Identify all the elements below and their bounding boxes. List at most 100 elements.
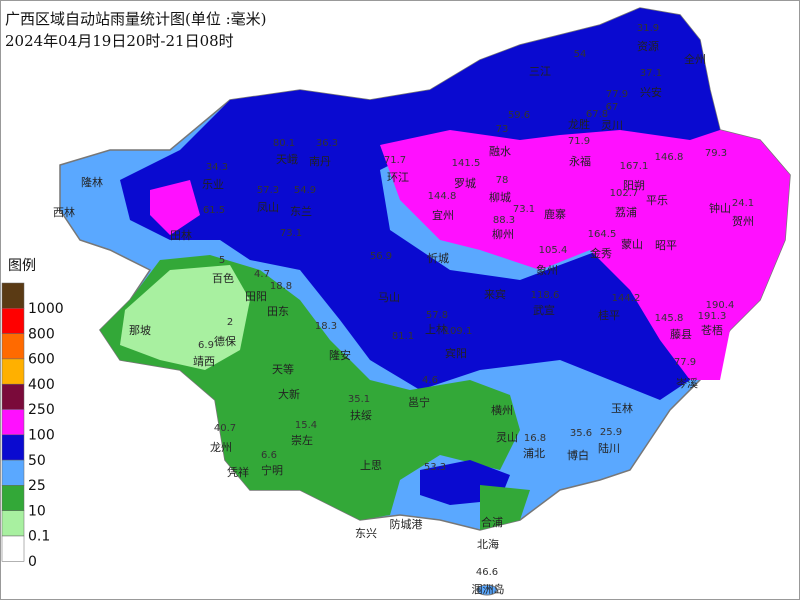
station-value: 5 (219, 255, 225, 266)
station-value: 102.7 (610, 188, 639, 199)
station-value: 40.7 (214, 423, 236, 434)
place-name: 东兰 (290, 205, 312, 218)
station-value: 79.3 (705, 148, 727, 159)
station-value: 144.8 (428, 191, 457, 202)
place-name: 钟山 (709, 201, 731, 215)
station-value: 34.3 (206, 162, 228, 173)
place-name: 邕宁 (408, 395, 430, 409)
legend-label: 10 (28, 503, 46, 519)
station-value: 67.8 (586, 109, 608, 120)
station-value: 144.2 (612, 293, 641, 304)
place-name: 浦北 (523, 447, 545, 460)
station-value: 56.9 (370, 251, 392, 262)
station-value: 35.1 (348, 394, 370, 405)
place-name: 永福 (569, 154, 591, 168)
legend-title: 图例 (8, 258, 36, 274)
map-shapes (59, 7, 791, 596)
place-name: 西林 (53, 205, 75, 219)
place-name: 靖西 (193, 355, 215, 368)
place-name: 隆安 (329, 348, 351, 362)
place-name: 田阳 (245, 290, 267, 303)
legend-swatch (1, 383, 25, 410)
station-value: 190.4 (706, 300, 735, 311)
place-name: 田林 (170, 228, 192, 242)
station-value: 4.6 (422, 375, 438, 386)
place-name: 全州 (684, 52, 706, 66)
station-value: 54 (574, 49, 587, 60)
station-value: 16.8 (524, 433, 546, 444)
station-value: 31.9 (637, 23, 659, 34)
place-name: 涠洲岛 (472, 582, 505, 596)
place-name: 扶绥 (350, 408, 372, 422)
place-name: 贺州 (732, 215, 754, 228)
place-name: 横州 (491, 403, 513, 417)
place-name: 象州 (536, 264, 558, 277)
legend-label: 25 (28, 478, 46, 494)
place-name: 乐业 (202, 178, 224, 191)
station-value: 2 (227, 317, 233, 328)
station-value: 88.3 (493, 215, 515, 226)
place-name: 宁明 (261, 463, 283, 477)
place-name: 藤县 (670, 328, 692, 341)
station-value: 80.1 (273, 138, 295, 149)
station-value: 24.1 (732, 198, 754, 209)
station-value: 54.9 (294, 185, 316, 196)
place-name: 凤山 (257, 201, 279, 214)
place-name: 灵山 (496, 431, 518, 444)
place-name: 合浦 (481, 515, 503, 529)
station-value: 77.9 (674, 357, 696, 368)
legend-label: 400 (28, 377, 55, 393)
legend-swatch (1, 510, 25, 537)
legend-swatch (1, 434, 25, 461)
place-name: 岑溪 (676, 377, 698, 390)
place-name: 隆林 (81, 175, 103, 189)
place-name: 兴安 (640, 85, 662, 99)
place-name: 田东 (267, 305, 289, 318)
station-value: 46.6 (476, 567, 498, 578)
place-name: 金秀 (590, 246, 612, 260)
place-name: 北海 (477, 537, 499, 551)
station-value: 6.9 (198, 340, 214, 351)
station-value: 167.1 (620, 161, 649, 172)
place-name: 百色 (212, 271, 234, 285)
station-value: 73.1 (513, 204, 535, 215)
place-name: 玉林 (611, 401, 633, 415)
place-name: 马山 (378, 291, 400, 304)
station-value: 36.3 (316, 138, 338, 149)
place-name: 凭祥 (227, 465, 249, 479)
station-value: 146.8 (655, 152, 684, 163)
station-value: 15.4 (295, 420, 317, 431)
station-value: 59.6 (508, 110, 530, 121)
station-value: 61.5 (203, 205, 225, 216)
station-value: 57.8 (426, 310, 448, 321)
station-value: 57.3 (257, 185, 279, 196)
place-name: 武宣 (533, 303, 555, 317)
station-value: 141.5 (452, 158, 481, 169)
station-value: 37.1 (640, 68, 662, 79)
station-value: 105.4 (539, 245, 568, 256)
legend-label: 600 (28, 352, 55, 368)
place-name: 宜州 (432, 208, 454, 222)
place-name: 博白 (567, 448, 589, 462)
place-name: 南丹 (309, 155, 331, 168)
place-name: 罗城 (454, 177, 476, 190)
station-value: 67 (606, 102, 619, 113)
place-name: 昭平 (655, 239, 677, 252)
station-value: 71.9 (568, 136, 590, 147)
station-value: 145.8 (655, 313, 684, 324)
place-name: 阳朔 (623, 179, 645, 192)
station-value: 73 (496, 124, 509, 135)
station-value: 73.1 (280, 228, 302, 239)
legend-swatch (1, 409, 25, 436)
legend-label: 800 (28, 326, 55, 342)
station-value: 53.3 (424, 462, 446, 473)
legend-label: 100 (28, 428, 55, 444)
place-name: 柳州 (492, 227, 514, 241)
place-name: 柳城 (489, 190, 511, 204)
legend-label: 0 (28, 554, 37, 570)
place-name: 来宾 (484, 287, 506, 301)
place-name: 忻城 (427, 252, 449, 265)
legend-label: 1000 (28, 301, 64, 317)
